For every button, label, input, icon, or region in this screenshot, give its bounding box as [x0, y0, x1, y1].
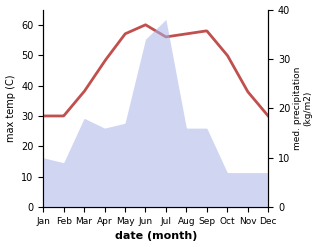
Y-axis label: med. precipitation
(kg/m2): med. precipitation (kg/m2) — [293, 67, 313, 150]
Y-axis label: max temp (C): max temp (C) — [5, 75, 16, 142]
X-axis label: date (month): date (month) — [114, 231, 197, 242]
